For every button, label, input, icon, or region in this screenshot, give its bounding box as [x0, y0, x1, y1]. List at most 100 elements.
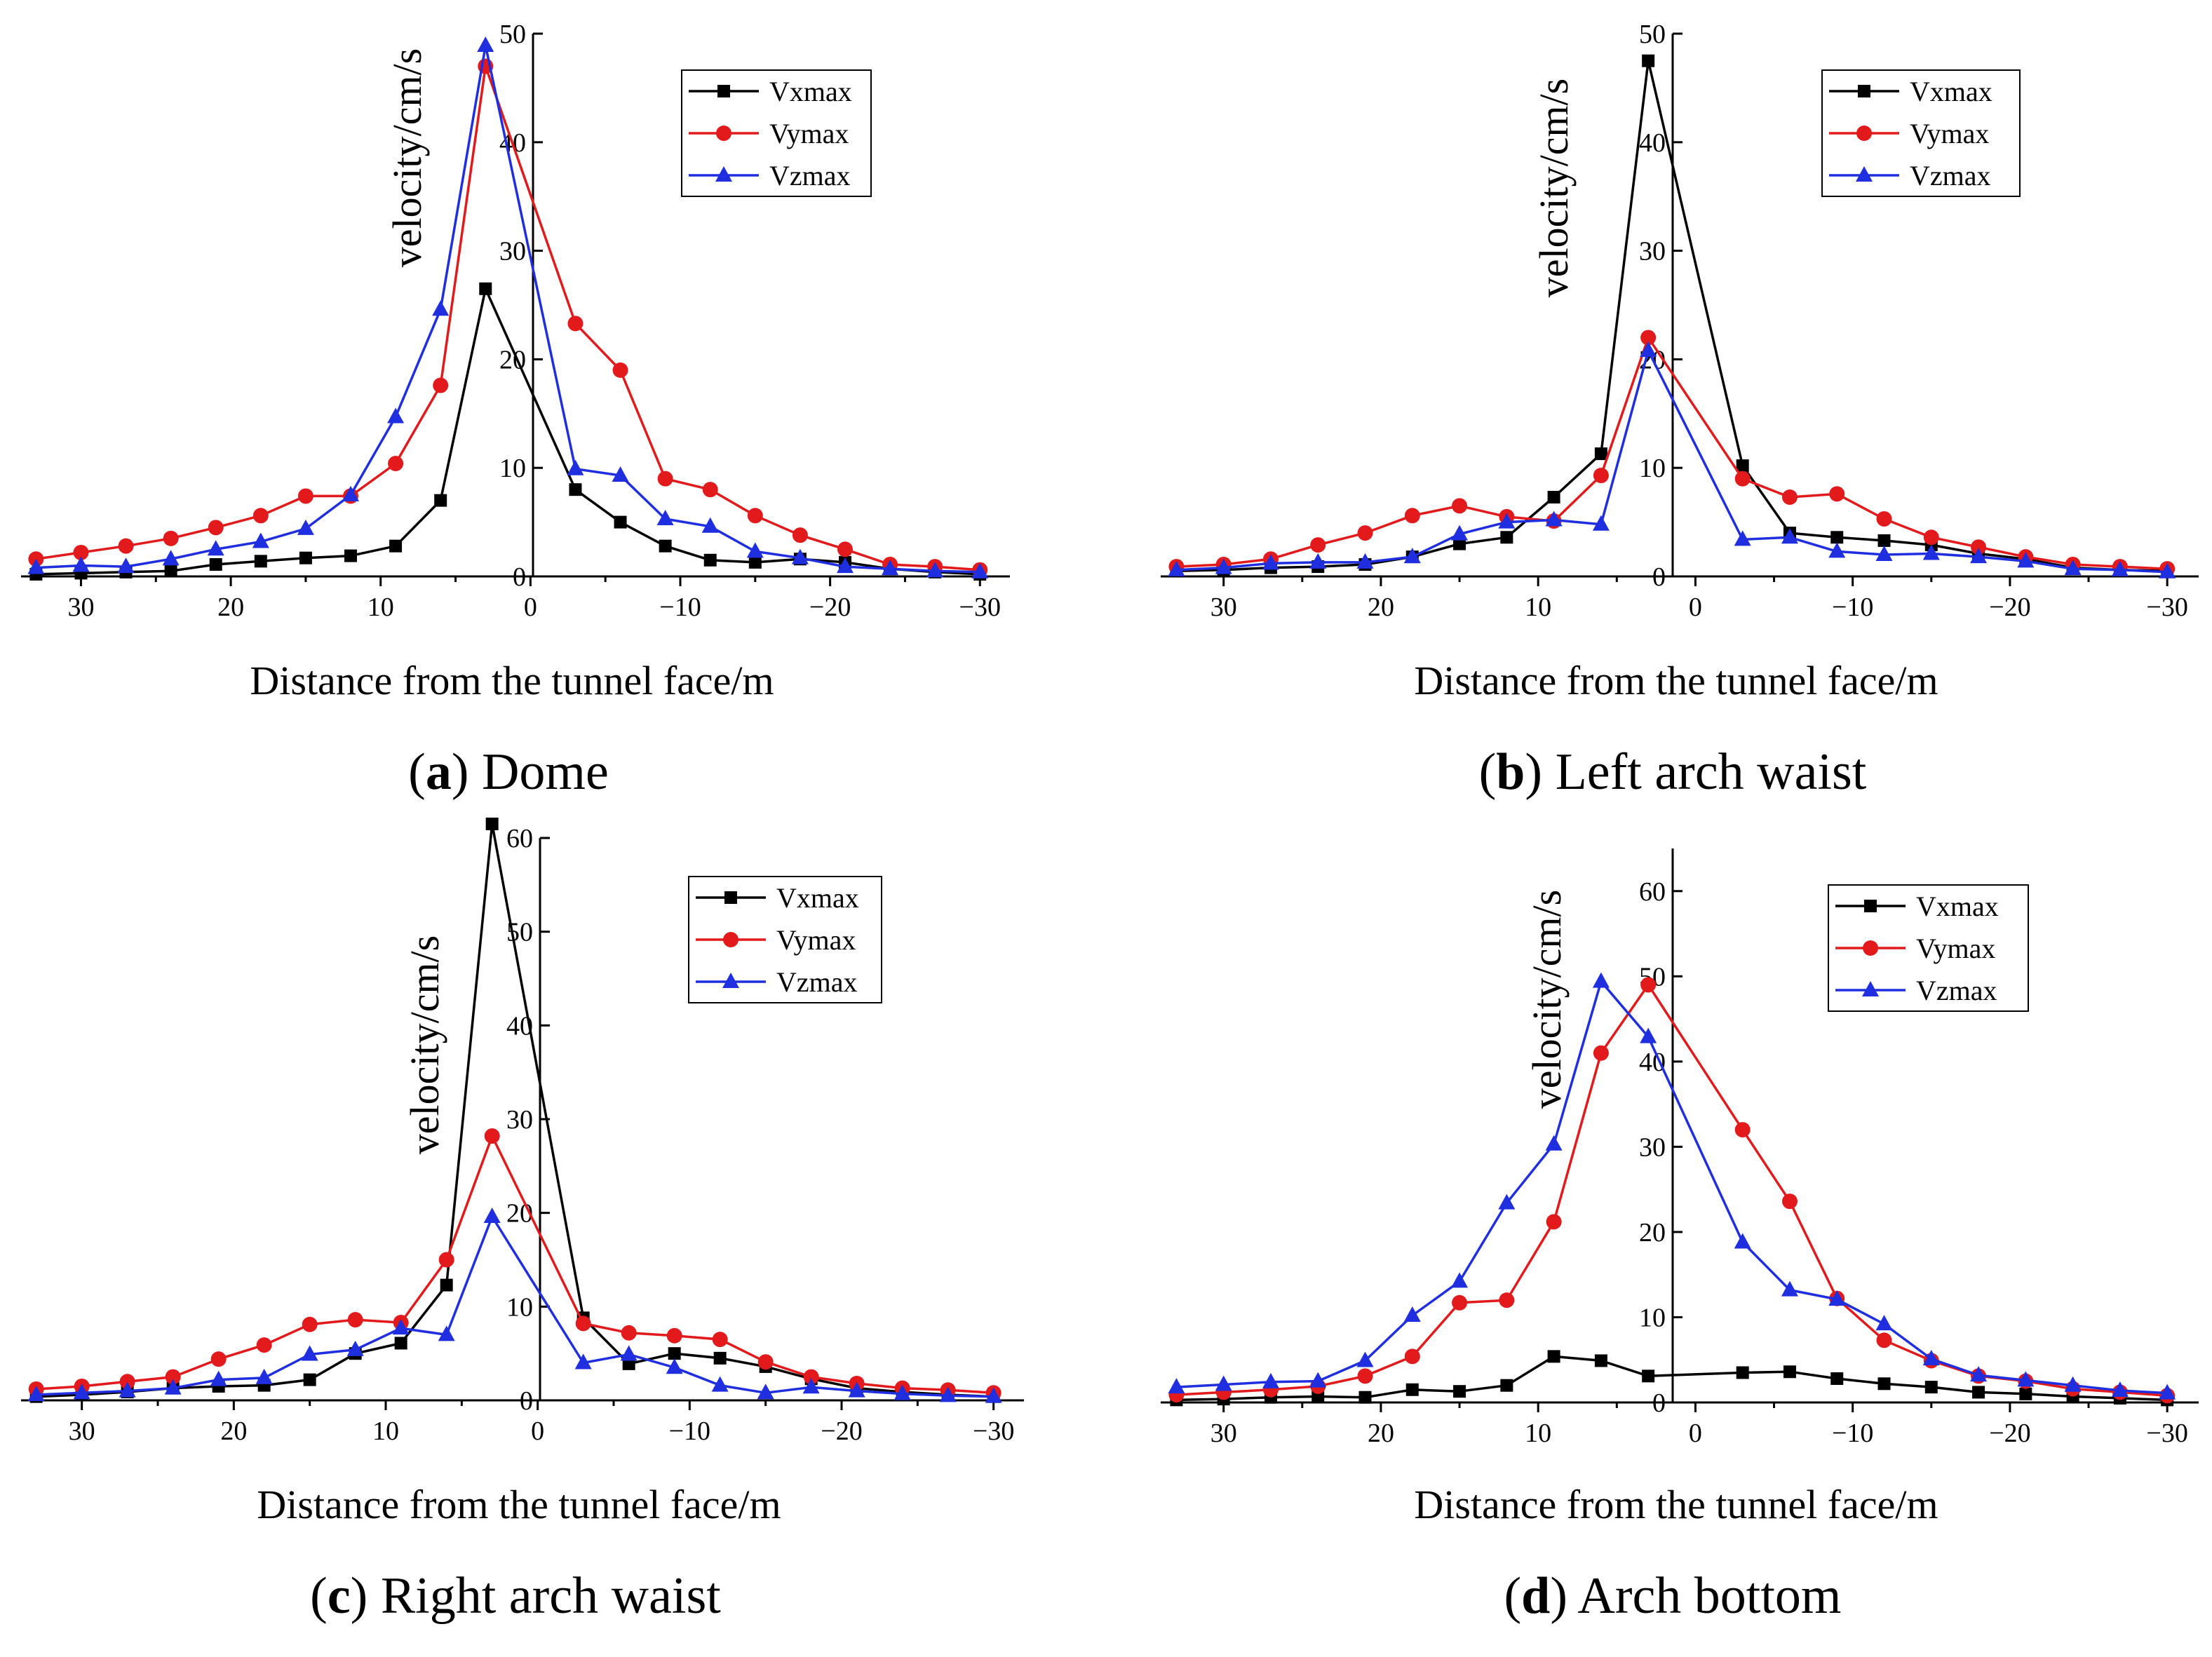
data-point-vymax — [433, 377, 449, 393]
data-point-vymax — [757, 1354, 774, 1370]
y-tick-label: 30 — [499, 237, 526, 266]
data-point-vzmax — [119, 1381, 136, 1398]
data-point-vxmax — [1736, 459, 1749, 473]
legend-label: Vzmax — [1910, 160, 1991, 191]
legend: Vxmax Vymax Vzmax — [1828, 884, 2029, 1012]
data-point-vymax — [1829, 486, 1845, 502]
y-axis-title: velocity/cm/s — [1524, 890, 1570, 1109]
caption-title: Dome — [482, 743, 609, 801]
data-point-vzmax — [2111, 1381, 2129, 1397]
data-point-vxmax — [1500, 531, 1513, 544]
data-point-vxmax — [1405, 1383, 1419, 1396]
data-point-vzmax — [1545, 510, 1563, 527]
caption-letter: c — [328, 1567, 351, 1625]
data-point-vzmax — [1922, 1350, 1940, 1366]
legend-label: Vxmax — [1910, 76, 1992, 107]
data-point-vxmax — [209, 557, 222, 571]
data-point-vzmax — [2159, 1384, 2176, 1400]
data-point-vzmax — [1592, 972, 1610, 988]
data-point-vzmax — [985, 1387, 1002, 1403]
data-point-vymax — [119, 1374, 135, 1390]
y-axis-title: velocity/cm/s — [1531, 79, 1577, 298]
data-point-vymax — [1499, 1292, 1515, 1308]
data-point-vymax — [803, 1369, 819, 1385]
legend-swatch-marker — [1858, 85, 1870, 97]
data-point-vzmax — [117, 557, 135, 574]
data-point-vymax — [256, 1337, 272, 1353]
x-axis-title: Distance from the tunnel face/m — [1414, 1482, 1938, 1527]
caption-close-paren: ) — [351, 1567, 381, 1625]
data-point-vzmax — [802, 1378, 820, 1394]
data-point-vymax — [1734, 1122, 1751, 1138]
data-point-vzmax — [1309, 1372, 1327, 1388]
data-point-vzmax — [1403, 1306, 1421, 1323]
data-point-vzmax — [1640, 341, 1657, 358]
x-tick-label: 30 — [69, 1416, 95, 1446]
data-point-vzmax — [1970, 548, 1988, 564]
data-point-vzmax — [387, 407, 405, 424]
y-tick-label: 40 — [1639, 128, 1666, 158]
data-point-vzmax — [939, 1386, 957, 1402]
caption-letter: d — [1521, 1567, 1550, 1625]
data-point-vzmax — [567, 459, 584, 475]
data-point-vxmax — [1358, 1391, 1372, 1404]
data-point-vymax — [1734, 471, 1751, 487]
data-point-vzmax — [72, 556, 90, 572]
legend-swatch-marker — [722, 973, 739, 988]
legend-label: Vymax — [776, 924, 856, 956]
data-point-vxmax — [748, 555, 762, 569]
data-point-vzmax — [164, 1379, 182, 1395]
data-point-vzmax — [1498, 1193, 1516, 1210]
caption-close-paren: ) — [1525, 743, 1555, 801]
caption-letter: b — [1496, 743, 1525, 801]
data-point-vzmax — [477, 36, 494, 53]
data-point-vymax — [747, 508, 763, 524]
data-point-vxmax — [394, 1337, 407, 1350]
data-point-vzmax — [757, 1384, 774, 1400]
x-tick-label: −20 — [809, 593, 851, 622]
data-point-vxmax — [713, 1351, 727, 1365]
data-point-vzmax — [612, 466, 629, 482]
data-point-vzmax — [1734, 1233, 1751, 1249]
data-point-vxmax — [485, 817, 499, 830]
x-tick-label: −10 — [1832, 593, 1873, 622]
data-point-vymax — [388, 456, 404, 472]
caption-open-paren: ( — [1479, 743, 1497, 801]
y-tick-label: 20 — [1639, 1218, 1666, 1247]
series-vxmax — [1170, 1350, 2174, 1407]
x-tick-label: −10 — [659, 593, 701, 622]
legend-swatch-marker — [723, 932, 739, 947]
panel-caption: (a) Dome — [408, 743, 609, 801]
y-tick-label: 40 — [1639, 1048, 1666, 1077]
legend-swatch-marker — [1862, 981, 1879, 996]
data-point-vzmax — [1168, 560, 1185, 576]
legend: Vxmax Vymax Vzmax — [1821, 69, 2021, 197]
data-point-vzmax — [1262, 554, 1279, 570]
data-point-vymax — [1593, 1045, 1609, 1061]
data-point-vzmax — [701, 517, 719, 533]
data-point-vymax — [438, 1252, 454, 1268]
data-point-vymax — [1404, 508, 1420, 524]
data-point-vzmax — [27, 558, 45, 574]
data-point-vxmax — [1736, 1366, 1749, 1379]
x-tick-label: 10 — [367, 593, 394, 622]
data-point-vzmax — [1168, 1378, 1185, 1394]
data-point-vzmax — [1356, 553, 1374, 569]
data-point-vxmax — [389, 539, 403, 553]
data-point-vymax — [347, 1312, 363, 1328]
data-point-vymax — [297, 488, 313, 504]
data-point-vzmax — [432, 300, 450, 316]
legend-swatch-marker — [1856, 166, 1873, 182]
data-point-vzmax — [666, 1358, 683, 1374]
data-point-vxmax — [1311, 1390, 1325, 1403]
x-axis-title: Distance from the tunnel face/m — [1414, 658, 1938, 703]
data-point-vzmax — [620, 1345, 638, 1361]
y-tick-label: 60 — [506, 824, 533, 853]
data-point-vzmax — [1828, 542, 1846, 558]
x-tick-label: −10 — [1832, 1419, 1873, 1448]
data-point-vymax — [792, 527, 808, 543]
y-tick-label: 0 — [513, 562, 526, 592]
